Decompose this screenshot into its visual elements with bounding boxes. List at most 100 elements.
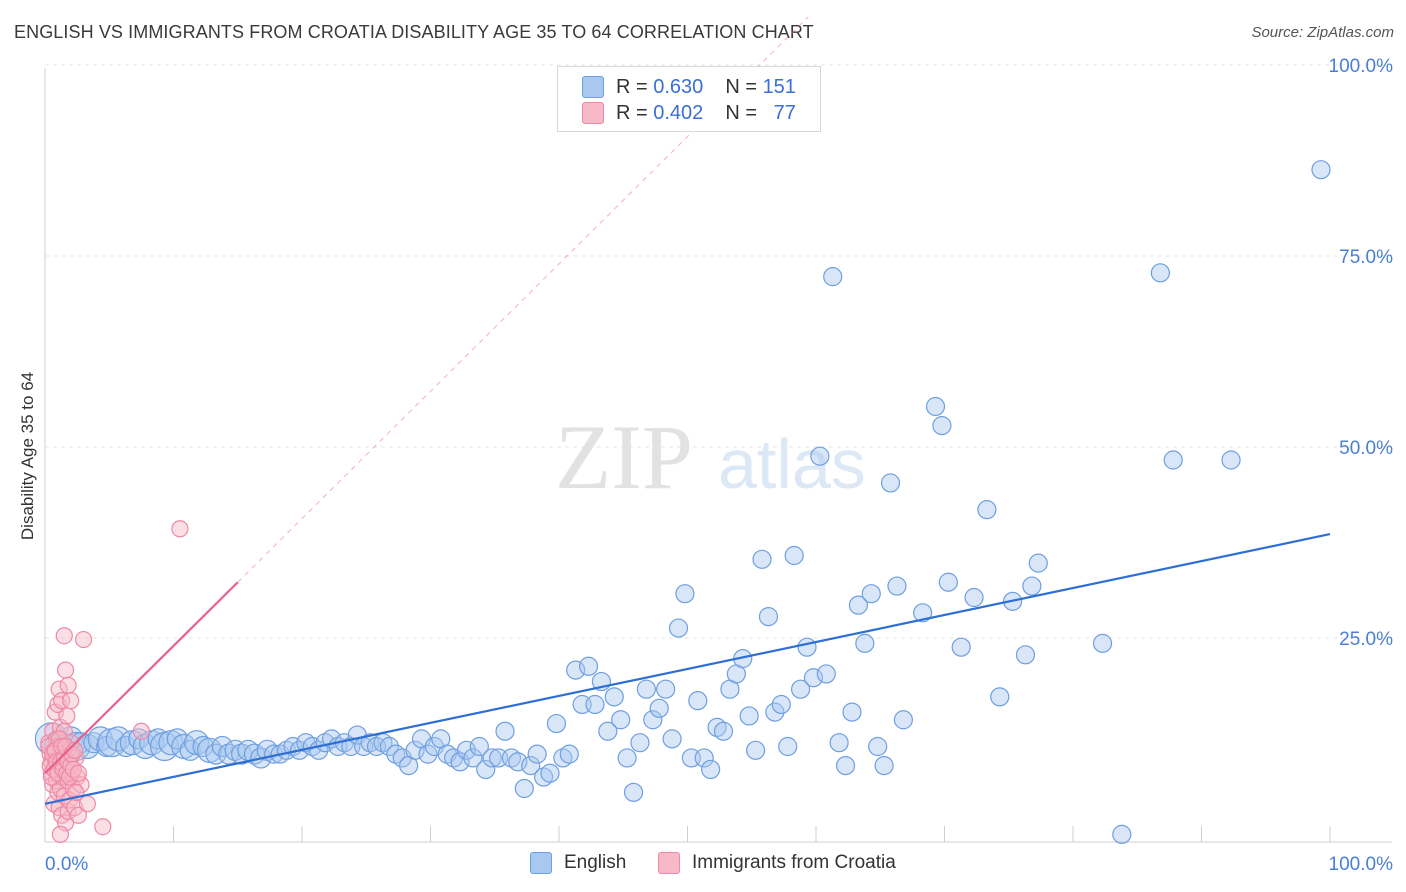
x-tick-label: 0.0%	[45, 854, 88, 875]
x-tick-label: 100.0%	[1329, 854, 1394, 875]
english-point	[778, 736, 798, 757]
english-r-label: R =	[616, 75, 648, 98]
axes	[44, 68, 1392, 843]
english-point	[630, 733, 650, 753]
y-tick-label: 50.0%	[1339, 438, 1393, 459]
english-point	[771, 694, 791, 715]
croatia-trendline	[44, 581, 239, 775]
english-point	[662, 729, 682, 749]
english-point	[790, 679, 811, 699]
english-point	[566, 660, 586, 680]
croatia-point	[59, 676, 77, 694]
trendlines	[44, 16, 1331, 805]
english-point	[829, 733, 849, 753]
english-point	[823, 267, 843, 287]
english-point	[932, 416, 952, 436]
english-point	[469, 736, 489, 757]
croatia-trendline-extension	[237, 16, 809, 583]
english-point	[546, 713, 567, 734]
english-legend-label: English	[564, 852, 627, 873]
english-point	[456, 740, 477, 760]
english-swatch	[582, 76, 604, 98]
croatia-point	[56, 661, 75, 679]
english-point	[893, 710, 913, 730]
legend-english[interactable]: English	[530, 852, 626, 874]
english-point	[514, 778, 534, 799]
croatia-r-label: R =	[616, 101, 648, 124]
english-point	[1112, 824, 1132, 844]
english-point	[1163, 450, 1183, 470]
english-point	[1221, 450, 1241, 470]
english-point	[739, 706, 759, 726]
english-point	[713, 721, 734, 741]
croatia-legend-label: Immigrants from Croatia	[692, 852, 896, 873]
legend-croatia[interactable]: Immigrants from Croatia	[658, 852, 896, 874]
english-point	[1150, 263, 1170, 283]
croatia-point	[69, 764, 88, 782]
english-point	[848, 595, 869, 615]
english-point	[803, 668, 824, 688]
english-point	[450, 752, 470, 772]
english-point	[636, 679, 656, 699]
croatia-point	[51, 825, 70, 843]
english-point	[758, 607, 779, 627]
english-point	[675, 584, 695, 604]
english-point	[688, 691, 708, 711]
legend-row-croatia: R = 0.402 N = 77	[582, 101, 796, 125]
croatia-point	[74, 630, 93, 649]
watermark-atlas: atlas	[718, 425, 866, 503]
english-point	[977, 500, 997, 520]
english-point	[797, 637, 817, 657]
english-point	[521, 755, 541, 776]
croatia-point	[78, 795, 97, 813]
croatia-point	[55, 627, 73, 645]
english-point	[913, 603, 933, 623]
gridlines	[45, 64, 1392, 639]
english-legend-swatch	[530, 852, 552, 874]
legend-row-english: R = 0.630 N = 151	[582, 75, 796, 99]
english-n-value: 151	[762, 75, 796, 98]
croatia-point	[171, 520, 189, 538]
english-point	[495, 721, 515, 741]
chart-title: ENGLISH VS IMMIGRANTS FROM CROATIA DISAB…	[14, 22, 814, 42]
english-point	[868, 736, 888, 757]
croatia-series	[40, 520, 189, 843]
english-point	[874, 755, 894, 776]
english-point	[964, 587, 984, 608]
english-point	[701, 759, 721, 780]
english-point	[810, 446, 830, 466]
english-point	[559, 744, 579, 764]
english-point	[617, 748, 637, 768]
english-point	[816, 664, 836, 684]
english-point	[746, 740, 766, 760]
english-point	[643, 710, 663, 730]
english-point	[938, 572, 958, 592]
english-point	[861, 584, 881, 604]
english-point	[463, 748, 483, 768]
english-point	[418, 744, 438, 764]
english-point	[527, 744, 547, 764]
english-n-label: N =	[725, 75, 757, 98]
english-point	[623, 782, 644, 802]
english-point	[656, 679, 676, 699]
croatia-point	[69, 806, 88, 824]
english-point	[379, 736, 399, 757]
y-tick-label: 100.0%	[1329, 56, 1394, 77]
croatia-point	[94, 818, 112, 836]
english-point	[578, 656, 599, 676]
watermark: ZIP atlas	[555, 406, 866, 508]
english-point	[855, 633, 875, 653]
english-point	[765, 702, 785, 722]
english-point	[990, 687, 1010, 707]
english-point	[105, 726, 131, 752]
english-r-value: 0.630	[653, 75, 704, 98]
english-point	[540, 763, 560, 783]
english-point	[1028, 553, 1048, 573]
y-tick-label: 25.0%	[1339, 629, 1393, 650]
english-point	[842, 702, 862, 722]
english-point	[598, 721, 618, 741]
correlation-legend: R = 0.630 N = 151 R = 0.402 N = 77	[557, 66, 821, 132]
english-point	[1022, 576, 1042, 596]
english-trendline	[44, 533, 1331, 805]
